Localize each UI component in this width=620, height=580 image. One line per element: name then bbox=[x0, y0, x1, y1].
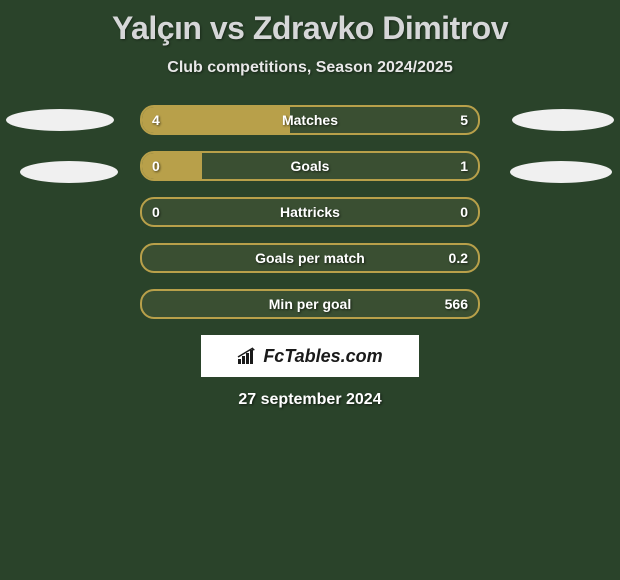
stat-label: Min per goal bbox=[269, 296, 351, 312]
stat-label: Goals per match bbox=[255, 250, 365, 266]
stat-value-left: 0 bbox=[152, 158, 160, 174]
subtitle: Club competitions, Season 2024/2025 bbox=[0, 59, 620, 77]
stat-label: Hattricks bbox=[280, 204, 340, 220]
player-left-avatar-2 bbox=[20, 161, 118, 183]
stat-value-right: 0.2 bbox=[449, 250, 468, 266]
stat-fill-left bbox=[142, 107, 290, 133]
logo-text: FcTables.com bbox=[263, 346, 382, 367]
stat-row-matches: 4 Matches 5 bbox=[140, 105, 480, 135]
stat-value-left: 4 bbox=[152, 112, 160, 128]
stat-bars: 4 Matches 5 0 Goals 1 0 Hattricks 0 bbox=[140, 105, 480, 319]
fctables-logo: FcTables.com bbox=[201, 335, 419, 377]
date-text: 27 september 2024 bbox=[0, 391, 620, 409]
stat-row-goals: 0 Goals 1 bbox=[140, 151, 480, 181]
page-title: Yalçın vs Zdravko Dimitrov bbox=[0, 0, 620, 47]
stat-value-right: 566 bbox=[445, 296, 468, 312]
player-right-avatar-1 bbox=[512, 109, 614, 131]
comparison-infographic: Yalçın vs Zdravko Dimitrov Club competit… bbox=[0, 0, 620, 580]
player-left-avatar-1 bbox=[6, 109, 114, 131]
stat-value-right: 5 bbox=[460, 112, 468, 128]
stat-label: Goals bbox=[291, 158, 330, 174]
stat-label: Matches bbox=[282, 112, 338, 128]
comparison-area: 4 Matches 5 0 Goals 1 0 Hattricks 0 bbox=[0, 105, 620, 409]
stat-row-hattricks: 0 Hattricks 0 bbox=[140, 197, 480, 227]
stat-value-right: 0 bbox=[460, 204, 468, 220]
player-right-avatar-2 bbox=[510, 161, 612, 183]
stat-row-goals-per-match: Goals per match 0.2 bbox=[140, 243, 480, 273]
stat-row-min-per-goal: Min per goal 566 bbox=[140, 289, 480, 319]
stat-value-left: 0 bbox=[152, 204, 160, 220]
stat-value-right: 1 bbox=[460, 158, 468, 174]
bar-chart-icon bbox=[237, 347, 257, 365]
